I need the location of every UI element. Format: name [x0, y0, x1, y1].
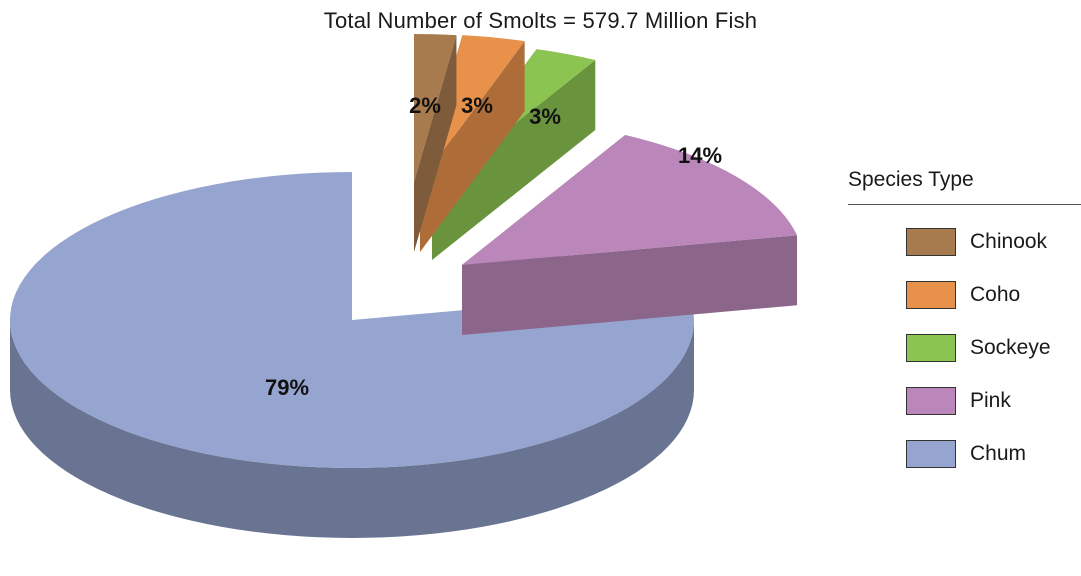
pie-slice-chum — [10, 172, 695, 538]
legend-swatch — [906, 387, 956, 415]
legend-item-sockeye: Sockeye — [906, 331, 1081, 365]
data-label-pink: 14% — [678, 143, 722, 168]
legend-swatch — [906, 281, 956, 309]
slice-face — [462, 235, 798, 335]
slice-top — [414, 34, 457, 182]
slice-face — [414, 35, 457, 252]
legend-label: Chinook — [970, 230, 1048, 253]
data-label-coho: 3% — [461, 93, 493, 118]
legend-item-pink: Pink — [906, 384, 1081, 418]
legend-title: Species Type — [848, 168, 1081, 205]
data-label-sockeye: 3% — [529, 104, 561, 129]
legend-label: Pink — [970, 389, 1011, 412]
legend: Species Type Chinook Coho Sockeye Pink Chum — [848, 168, 1081, 490]
legend-item-coho: Coho — [906, 278, 1081, 312]
legend-item-chum: Chum — [906, 437, 1081, 471]
slice-top — [10, 172, 695, 468]
legend-item-chinook: Chinook — [906, 225, 1081, 259]
legend-label: Sockeye — [970, 336, 1051, 359]
slice-top — [420, 35, 525, 182]
legend-swatch — [906, 228, 956, 256]
data-label-chinook: 2% — [409, 93, 441, 118]
slice-face — [420, 41, 525, 253]
data-label-chum: 79% — [265, 375, 309, 400]
pie-slice-pink — [462, 134, 798, 335]
legend-label: Coho — [970, 283, 1021, 306]
legend-items: Chinook Coho Sockeye Pink Chum — [848, 225, 1081, 471]
pie-slice-chinook — [414, 34, 457, 252]
legend-swatch — [906, 334, 956, 362]
slice-face — [432, 59, 596, 261]
slice-side — [10, 320, 694, 538]
legend-label: Chum — [970, 442, 1027, 465]
legend-swatch — [906, 440, 956, 468]
slice-top — [462, 134, 798, 265]
chart-title: Total Number of Smolts = 579.7 Million F… — [323, 8, 758, 33]
